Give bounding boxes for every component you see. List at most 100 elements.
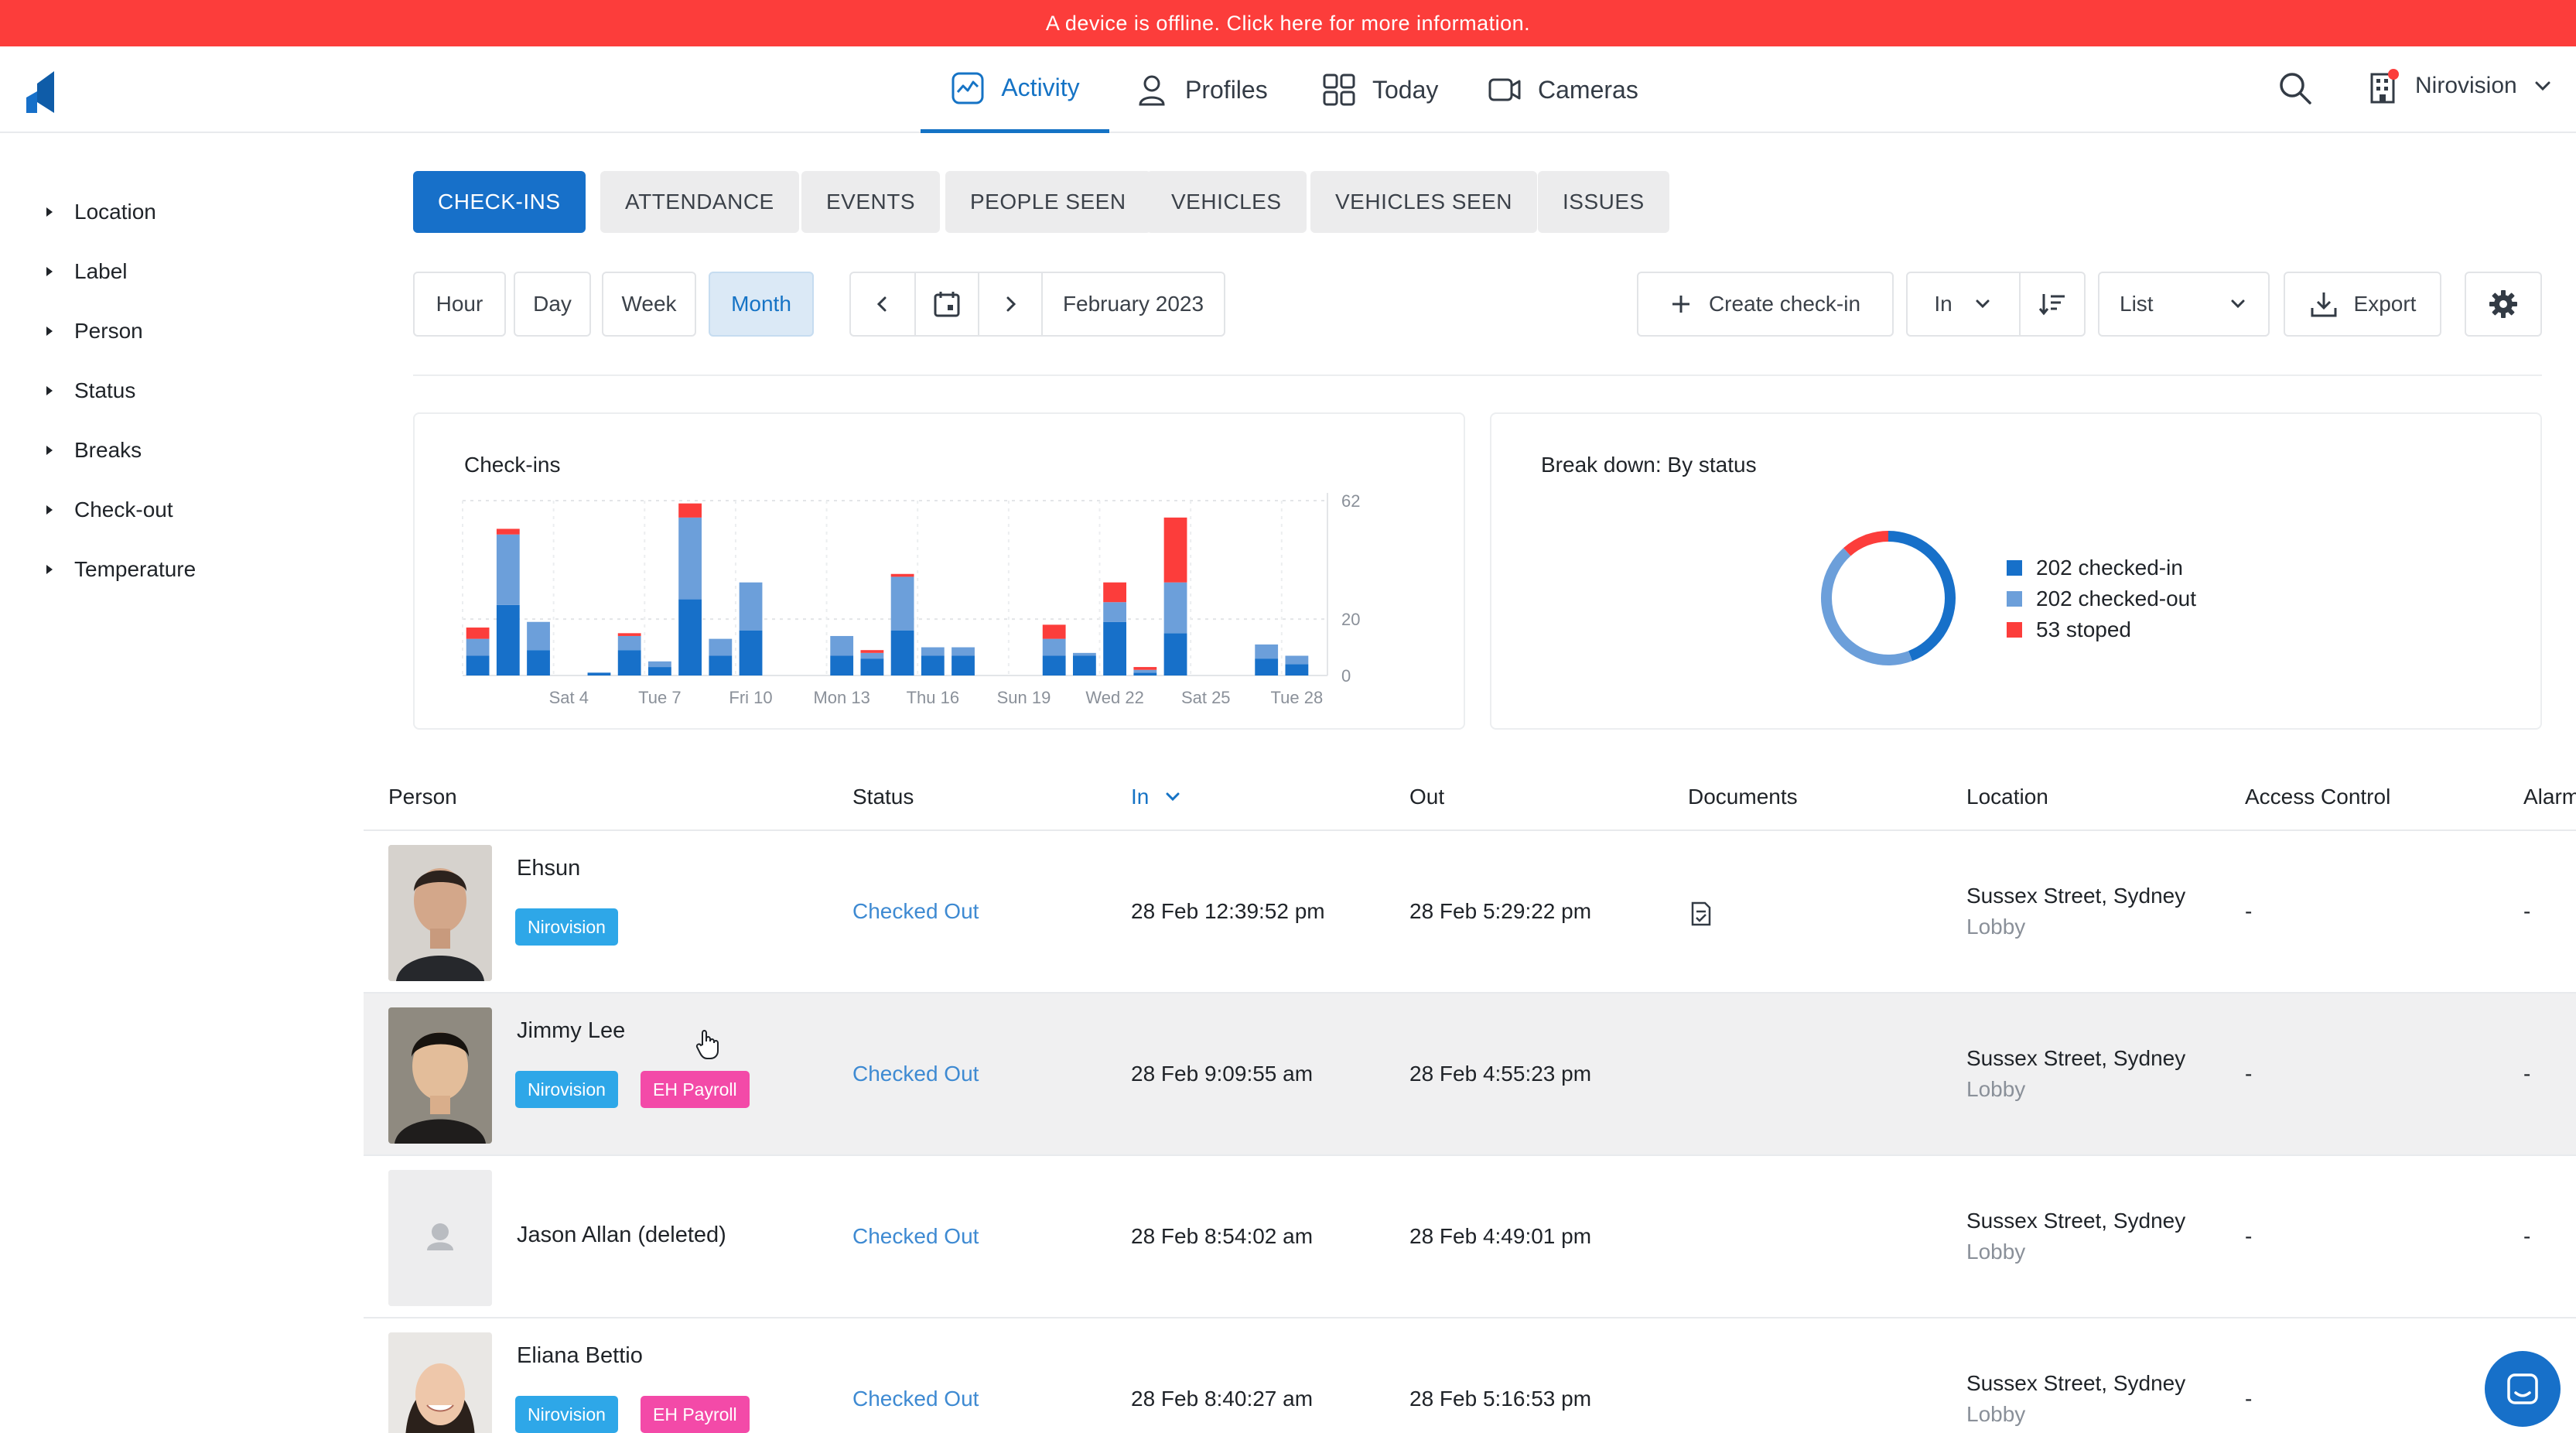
nav-profiles[interactable]: Profiles — [1134, 46, 1268, 133]
bar-checked-in — [709, 655, 733, 675]
table-row[interactable]: Jason Allan (deleted) Checked Out 28 Feb… — [364, 1154, 2576, 1317]
caret-right-icon — [46, 385, 53, 395]
tab-attendance[interactable]: ATTENDANCE — [600, 171, 799, 233]
col-header-documents[interactable]: Documents — [1688, 785, 1798, 809]
filter-label: Label — [74, 258, 128, 283]
period-day[interactable]: Day — [514, 272, 591, 337]
filter-label: Location — [74, 199, 156, 224]
bar-stoped — [617, 633, 641, 636]
col-header-status[interactable]: Status — [852, 785, 914, 809]
search-icon[interactable] — [2277, 70, 2313, 106]
label-badge: Nirovision — [515, 1071, 618, 1108]
sub-location: Lobby — [1966, 1077, 2026, 1101]
location-name: Sussex Street, Sydney — [1966, 1371, 2186, 1395]
chevron-down-icon — [1976, 299, 1990, 309]
calendar-button[interactable] — [914, 272, 979, 337]
status-link[interactable]: Checked Out — [852, 1224, 979, 1248]
check-in-time: 28 Feb 8:54:02 am — [1131, 1224, 1314, 1248]
x-tick-label: Sat 4 — [549, 688, 589, 707]
settings-button[interactable] — [2465, 272, 2542, 337]
bar-checked-out — [647, 661, 671, 668]
table-row[interactable]: Ehsun Nirovision Checked Out 28 Feb 12:3… — [364, 829, 2576, 992]
sort-order-button[interactable] — [2019, 272, 2086, 337]
col-header-alarm[interactable]: Alarm — [2523, 785, 2576, 809]
person-name[interactable]: Ehsun — [517, 856, 581, 881]
bar-checked-in — [739, 630, 763, 675]
x-tick-label: Sat 25 — [1181, 688, 1231, 707]
nav-today-label: Today — [1372, 75, 1439, 104]
label-badge: Nirovision — [515, 1396, 618, 1433]
bar-checked-out — [739, 582, 763, 631]
legend-swatch — [2007, 591, 2022, 607]
next-period-button[interactable] — [978, 272, 1043, 337]
col-header-out[interactable]: Out — [1409, 785, 1445, 809]
document-icon[interactable] — [1689, 901, 1713, 927]
y-tick-label: 62 — [1341, 491, 1360, 511]
col-header-location[interactable]: Location — [1966, 785, 2048, 809]
person-name[interactable]: Jason Allan (deleted) — [517, 1223, 726, 1247]
calendar-icon — [934, 292, 960, 317]
x-tick-label: Wed 22 — [1085, 688, 1143, 707]
filter-breaks[interactable]: Breaks — [46, 420, 196, 480]
tab-issues[interactable]: ISSUES — [1538, 171, 1669, 233]
legend-item: 53 stoped — [2007, 614, 2196, 645]
nav-today[interactable]: Today — [1321, 46, 1438, 133]
tab-vehicles-seen[interactable]: VEHICLES SEEN — [1310, 171, 1538, 233]
app-logo[interactable] — [26, 68, 57, 115]
bar-checked-in — [860, 658, 884, 675]
tab-people-seen[interactable]: PEOPLE SEEN — [945, 171, 1151, 233]
nav-cameras[interactable]: Cameras — [1487, 46, 1638, 133]
chevron-down-icon — [1166, 792, 1180, 802]
previous-period-button[interactable] — [849, 272, 916, 337]
activity-icon — [951, 72, 984, 104]
bar-checked-in — [1163, 633, 1187, 675]
current-period-label[interactable]: February 2023 — [1041, 272, 1225, 337]
offline-banner[interactable]: A device is offline. Click here for more… — [0, 0, 2576, 46]
period-hour[interactable]: Hour — [413, 272, 506, 337]
bar-stoped — [1103, 582, 1127, 603]
filter-temperature[interactable]: Temperature — [46, 539, 196, 599]
bar-checked-out — [466, 638, 490, 656]
bar-checked-in — [1285, 664, 1309, 675]
filter-person[interactable]: Person — [46, 301, 196, 361]
period-month[interactable]: Month — [709, 272, 814, 337]
sub-location: Lobby — [1966, 1240, 2026, 1264]
y-tick-label: 20 — [1341, 610, 1360, 629]
filter-label[interactable]: Label — [46, 241, 196, 301]
bar-checked-out — [951, 647, 975, 656]
filter-check-out[interactable]: Check-out — [46, 480, 196, 539]
status-link[interactable]: Checked Out — [852, 1062, 979, 1086]
caret-right-icon — [46, 504, 53, 515]
organization-menu[interactable]: Nirovision — [2367, 68, 2554, 104]
tab-vehicles[interactable]: VEHICLES — [1146, 171, 1307, 233]
filter-location[interactable]: Location — [46, 182, 196, 241]
tab-events[interactable]: EVENTS — [801, 171, 941, 233]
filter-status[interactable]: Status — [46, 361, 196, 420]
legend-swatch — [2007, 560, 2022, 576]
person-name[interactable]: Eliana Bettio — [517, 1343, 643, 1368]
export-button[interactable]: Export — [2284, 272, 2441, 337]
legend-swatch — [2007, 622, 2022, 638]
legend-label: 202 checked-in — [2036, 556, 2183, 580]
chat-launcher-button[interactable] — [2485, 1351, 2561, 1427]
status-link[interactable]: Checked Out — [852, 1387, 979, 1411]
col-header-in[interactable]: In — [1131, 785, 1183, 809]
banner-text[interactable]: A device is offline. Click here for more… — [1045, 11, 1531, 35]
create-check-in-button[interactable]: Create check-in — [1637, 272, 1894, 337]
tab-check-ins[interactable]: CHECK-INS — [413, 171, 586, 233]
col-header-person[interactable]: Person — [388, 785, 457, 809]
status-link[interactable]: Checked Out — [852, 899, 979, 923]
check-in-time: 28 Feb 12:39:52 pm — [1131, 899, 1325, 923]
view-select[interactable]: List — [2098, 272, 2270, 337]
person-icon — [1139, 75, 1165, 106]
nav-activity-label: Activity — [1001, 74, 1080, 101]
period-week[interactable]: Week — [602, 272, 696, 337]
nav-activity[interactable]: Activity — [921, 46, 1109, 133]
col-header-access-control[interactable]: Access Control — [2245, 785, 2391, 809]
view-value: List — [2120, 292, 2154, 316]
person-name[interactable]: Jimmy Lee — [517, 1018, 626, 1043]
table-row[interactable]: Eliana Bettio Nirovision EH Payroll Chec… — [364, 1317, 2576, 1433]
direction-select[interactable]: In — [1906, 272, 2021, 337]
table-row[interactable]: Jimmy Lee Nirovision EH Payroll Checked … — [364, 992, 2576, 1154]
x-tick-label: Sun 19 — [997, 688, 1051, 707]
